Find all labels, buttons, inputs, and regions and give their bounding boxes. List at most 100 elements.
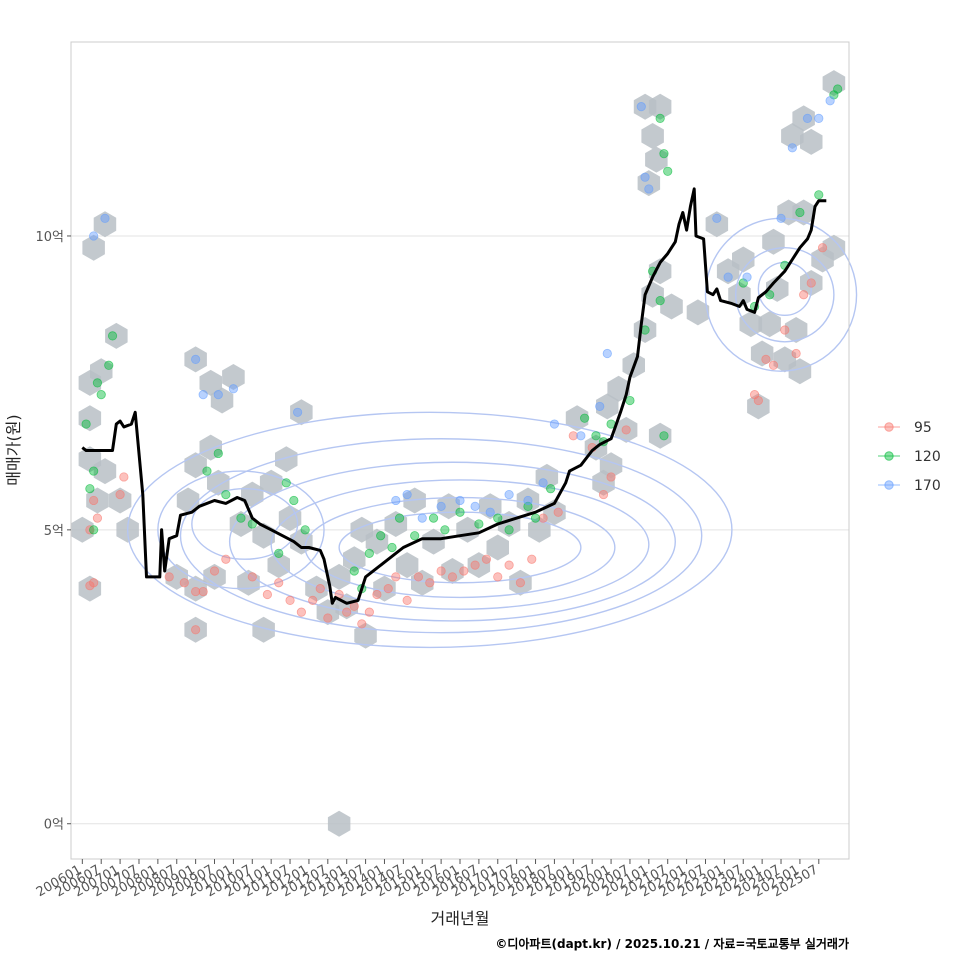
- data-point-120: [236, 513, 246, 523]
- data-point-95: [621, 425, 631, 435]
- legend-key-point: [884, 480, 894, 490]
- data-point-170: [213, 390, 223, 400]
- y-axis-title: 매매가(원): [4, 414, 23, 485]
- hexbin: [411, 569, 434, 596]
- hexbin: [165, 563, 188, 590]
- hexbin: [86, 487, 109, 514]
- data-point-95: [538, 513, 548, 523]
- hexbin: [267, 552, 290, 579]
- hexbin: [648, 258, 672, 285]
- legend-label: 95: [914, 420, 932, 436]
- hexbin: [422, 528, 445, 555]
- hexbin: [176, 487, 200, 514]
- data-point-120: [428, 513, 439, 523]
- hexbin: [686, 299, 710, 326]
- data-point-95: [761, 354, 771, 364]
- data-point-120: [213, 448, 223, 459]
- hexbin: [403, 487, 426, 514]
- data-point-95: [806, 278, 816, 288]
- data-point-95: [568, 431, 578, 441]
- data-point-170: [576, 431, 586, 441]
- data-point-95: [357, 619, 367, 629]
- hexbin: [781, 123, 804, 149]
- data-point-95: [402, 595, 412, 605]
- data-point-170: [436, 501, 446, 511]
- data-point-120: [96, 390, 106, 400]
- data-point-120: [455, 507, 465, 517]
- x-axis-title: 거래년월: [431, 909, 490, 928]
- data-point-120: [625, 395, 635, 406]
- hexbin: [509, 569, 532, 596]
- hexbin: [739, 311, 763, 338]
- hexbin: [528, 516, 551, 543]
- hexbin: [637, 170, 661, 197]
- data-point-95: [323, 613, 333, 623]
- data-point-170: [417, 513, 427, 523]
- data-point-95: [89, 578, 99, 588]
- data-point-120: [349, 566, 359, 576]
- data-point-120: [221, 489, 231, 500]
- hexbin: [732, 246, 755, 273]
- data-point-170: [723, 272, 733, 282]
- data-point-95: [191, 586, 201, 597]
- data-point-120: [202, 466, 212, 476]
- density-contour: [179, 438, 703, 634]
- data-point-95: [372, 589, 382, 600]
- data-point-170: [470, 501, 480, 511]
- hexbin: [210, 387, 234, 414]
- data-point-95: [296, 607, 306, 617]
- data-point-95: [119, 472, 129, 482]
- data-point-120: [504, 525, 514, 535]
- data-point-95: [791, 348, 801, 359]
- hexbin: [648, 422, 672, 449]
- data-point-170: [825, 96, 835, 106]
- data-point-170: [100, 213, 110, 223]
- hexbin: [93, 211, 117, 238]
- data-point-120: [274, 548, 284, 558]
- density-contour: [757, 261, 812, 317]
- hexbin: [78, 575, 102, 602]
- data-point-120: [765, 290, 775, 300]
- y-axis: 0억 5억 10억: [35, 230, 71, 833]
- hexbin: [275, 446, 298, 473]
- hexbin: [792, 199, 815, 226]
- hexbin: [199, 434, 222, 461]
- data-point-170: [602, 348, 612, 359]
- data-point-170: [89, 231, 99, 241]
- data-point-120: [107, 331, 118, 341]
- hexbin: [384, 511, 408, 537]
- hexbin: [222, 364, 245, 390]
- data-point-170: [742, 272, 752, 282]
- hexbin: [82, 234, 105, 261]
- hexbin: [641, 123, 664, 149]
- data-point-120: [281, 478, 291, 488]
- data-point-120: [580, 413, 590, 423]
- data-point-95: [515, 578, 526, 588]
- data-point-95: [364, 607, 374, 617]
- hexbin: [596, 393, 619, 420]
- data-point-120: [655, 296, 665, 306]
- data-point-170: [549, 419, 560, 429]
- data-point-170: [293, 407, 303, 417]
- data-point-95: [606, 472, 616, 482]
- data-point-120: [387, 542, 397, 553]
- data-point-95: [342, 607, 352, 617]
- data-point-170: [523, 495, 533, 506]
- hexbin: [822, 234, 846, 261]
- hexbin: [565, 405, 589, 432]
- hexbin: [290, 399, 313, 426]
- hexbin-layer: [71, 70, 846, 837]
- trend-line-layer: [81, 187, 827, 605]
- legend: 95 120 170: [878, 420, 941, 494]
- hexbin: [93, 458, 117, 485]
- hexbin: [90, 358, 113, 385]
- data-point-95: [179, 578, 189, 588]
- data-point-95: [493, 572, 503, 582]
- data-point-95: [85, 525, 95, 535]
- data-point-170: [538, 478, 548, 488]
- data-point-120: [440, 525, 450, 535]
- hexbin: [343, 546, 366, 573]
- data-point-120: [663, 166, 673, 176]
- data-point-95: [383, 584, 393, 594]
